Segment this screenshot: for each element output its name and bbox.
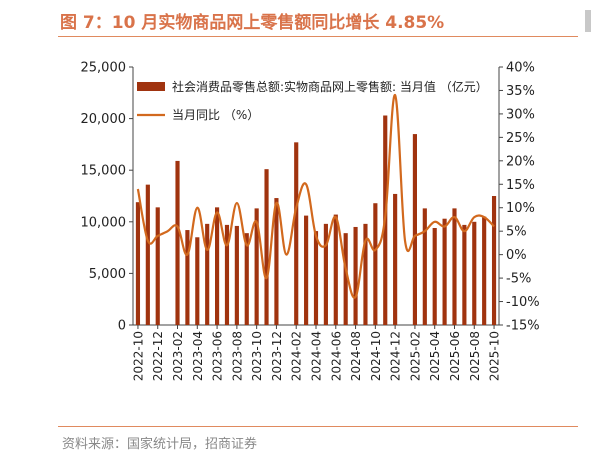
x-tick-label: 2023-08 xyxy=(230,331,244,381)
bar xyxy=(333,214,338,325)
right-y-tick-label: 20% xyxy=(506,154,535,169)
left-y-tick-label: 0 xyxy=(118,319,126,334)
bar xyxy=(353,226,358,325)
bar xyxy=(442,218,447,325)
legend-line-label: 当月同比 （%） xyxy=(172,108,259,122)
x-tick-label: 2025-02 xyxy=(408,331,422,381)
right-y-tick-label: 25% xyxy=(506,131,535,146)
right-y-tick-label: 0% xyxy=(506,248,527,263)
bar xyxy=(462,224,467,325)
x-tick-label: 2023-10 xyxy=(250,331,264,381)
right-y-tick-label: -15% xyxy=(506,319,540,334)
right-y-tick-label: 35% xyxy=(506,84,535,99)
bar xyxy=(422,208,427,325)
x-tick-label: 2024-02 xyxy=(290,331,304,381)
x-tick-label: 2025-08 xyxy=(468,331,482,381)
bar xyxy=(491,196,497,325)
x-tick-label: 2022-10 xyxy=(131,331,145,381)
x-tick-label: 2024-06 xyxy=(329,331,343,381)
title-underline xyxy=(58,36,578,37)
right-y-tick-label: 40% xyxy=(506,61,535,76)
x-tick-label: 2025-04 xyxy=(428,331,442,381)
bar xyxy=(343,233,348,325)
x-tick-label: 2025-06 xyxy=(448,331,462,381)
bar xyxy=(323,223,328,325)
bar xyxy=(185,230,190,325)
x-tick-label: 2022-12 xyxy=(151,331,165,381)
bar xyxy=(363,223,368,325)
left-y-tick-label: 10,000 xyxy=(81,215,127,230)
bar xyxy=(373,203,378,325)
bar xyxy=(304,215,309,325)
right-y-tick-label: 15% xyxy=(506,178,535,193)
x-tick-label: 2024-12 xyxy=(389,331,403,381)
bar xyxy=(175,160,180,325)
bar xyxy=(412,134,417,325)
bar xyxy=(205,223,210,325)
x-tick-label: 2023-12 xyxy=(270,331,284,381)
bar xyxy=(274,198,279,325)
x-tick-label: 2023-06 xyxy=(211,331,225,381)
bar xyxy=(264,169,269,325)
bar xyxy=(452,208,457,325)
bar xyxy=(234,225,239,325)
source-note: 资料来源：国家统计局，招商证券 xyxy=(62,437,258,452)
bar xyxy=(155,207,160,325)
bar xyxy=(195,237,200,325)
bar xyxy=(224,224,230,325)
bar xyxy=(254,208,259,325)
left-y-tick-label: 20,000 xyxy=(81,112,127,127)
bar xyxy=(393,193,398,325)
figure-title: 图 7：10 月实物商品网上零售额同比增长 4.85% xyxy=(60,13,445,33)
page-edge-marker xyxy=(585,10,591,32)
x-tick-label: 2025-10 xyxy=(488,331,502,381)
yoy-line xyxy=(136,93,495,299)
bar xyxy=(432,227,437,325)
right-y-tick-label: 5% xyxy=(506,225,527,240)
right-y-tick-label: -10% xyxy=(506,295,540,310)
left-y-tick-label: 15,000 xyxy=(81,164,127,179)
x-tick-label: 2023-02 xyxy=(171,331,185,381)
right-y-tick-label: 30% xyxy=(506,107,535,122)
left-y-tick-label: 25,000 xyxy=(81,61,127,76)
x-tick-label: 2024-10 xyxy=(369,331,383,381)
bar xyxy=(294,142,299,325)
bar xyxy=(215,207,220,325)
bar xyxy=(145,184,150,325)
right-y-tick-label: -5% xyxy=(506,272,531,287)
bar xyxy=(482,216,487,325)
right-y-tick-label: 10% xyxy=(506,201,535,216)
x-tick-label: 2024-04 xyxy=(310,331,324,381)
legend-bar-swatch xyxy=(137,82,165,91)
legend-bar-label: 社会消费品零售总额:实物商品网上零售额: 当月值 （亿元） xyxy=(172,79,488,94)
bar xyxy=(135,202,141,325)
x-tick-label: 2024-08 xyxy=(349,331,363,381)
bar xyxy=(313,231,319,325)
bar xyxy=(472,221,477,325)
source-divider xyxy=(58,426,578,427)
bar xyxy=(244,233,249,325)
left-y-tick-label: 5,000 xyxy=(89,267,126,282)
x-tick-label: 2023-04 xyxy=(191,331,205,381)
